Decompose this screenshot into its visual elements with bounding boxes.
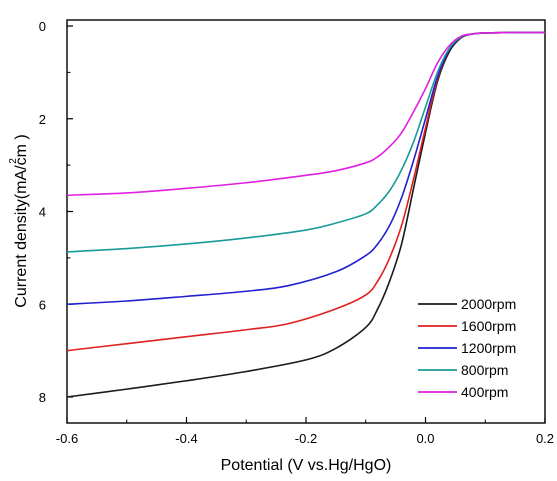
legend-label-800rpm: 800rpm [461, 362, 508, 378]
x-tick-label: -0.2 [295, 431, 317, 446]
x-axis-ticks: -0.6 -0.4 -0.2 0.0 0.2 [56, 417, 554, 446]
legend-label-1200rpm: 1200rpm [461, 340, 516, 356]
y-tick-label: 4 [39, 205, 46, 220]
y-tick-label: 0 [39, 19, 46, 34]
x-tick-label: 0.0 [416, 431, 434, 446]
y-axis-ticks: 0 2 4 6 8 [39, 19, 73, 405]
legend-label-400rpm: 400rpm [461, 384, 508, 400]
series-line-800rpm [66, 31, 546, 253]
legend-label-1600rpm: 1600rpm [461, 318, 516, 334]
legend-label-2000rpm: 2000rpm [461, 296, 516, 312]
y-axis-title-superscript: 2 [8, 158, 19, 164]
legend: 2000rpm 1600rpm 1200rpm 800rpm 400rpm [418, 296, 516, 400]
x-tick-label: 0.2 [536, 431, 554, 446]
series-line-400rpm [66, 31, 546, 197]
x-axis-title: Potential (V vs.Hg/HgO) [221, 457, 392, 474]
y-axis-title-text: Current density(mA/cm ) [13, 134, 30, 307]
series-lines [66, 31, 546, 398]
x-tick-label: -0.6 [56, 431, 78, 446]
y-axis-title: Current density(mA/cm ) [13, 134, 30, 307]
series-line-1200rpm [66, 31, 546, 306]
x-tick-label: -0.4 [175, 431, 197, 446]
y-tick-label: 2 [39, 112, 46, 127]
y-tick-label: 8 [39, 390, 46, 405]
y-tick-label: 6 [39, 297, 46, 312]
